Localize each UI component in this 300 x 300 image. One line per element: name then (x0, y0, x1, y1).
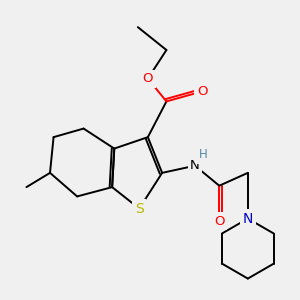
Text: O: O (142, 72, 153, 85)
Text: H: H (199, 148, 208, 161)
Text: O: O (197, 85, 207, 98)
Text: N: N (243, 212, 253, 226)
Text: N: N (190, 159, 200, 172)
Text: S: S (135, 202, 144, 216)
Text: O: O (214, 215, 224, 228)
